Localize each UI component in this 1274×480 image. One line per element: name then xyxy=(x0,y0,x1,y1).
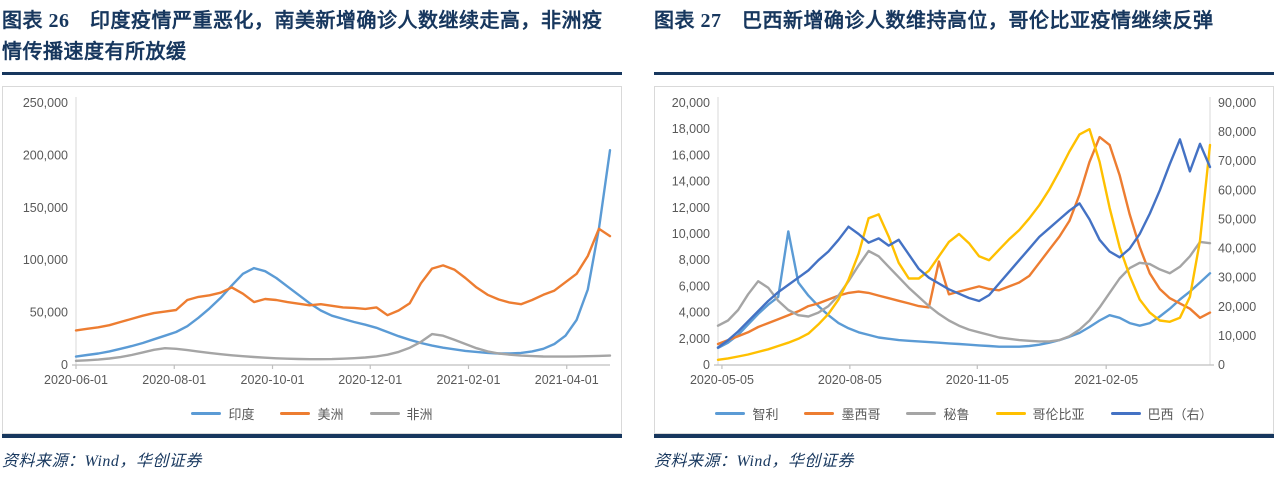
y-axis-right-tick-label: 30,000 xyxy=(1218,271,1256,285)
y-axis-right-tick-label: 60,000 xyxy=(1218,183,1256,197)
y-axis-left-tick-label: 4,000 xyxy=(679,306,710,320)
legend-label: 美洲 xyxy=(317,407,344,422)
y-axis-right-tick-label: 80,000 xyxy=(1218,125,1256,139)
legend-item: 非洲 xyxy=(369,404,433,423)
y-axis-left-tick-label: 18,000 xyxy=(672,122,710,136)
figure-26-bottom-rule xyxy=(2,434,622,438)
figure-27-source: 资料来源：Wind，华创证券 xyxy=(654,453,854,470)
figure-27-bottom-rule xyxy=(654,434,1274,438)
y-axis-left-tick-label: 200,000 xyxy=(23,148,68,162)
figure-26-column: 图表 26 印度疫情严重恶化，南美新增确诊人数继续走高，非洲疫情传播速度有所放缓… xyxy=(2,6,622,471)
legend-label: 印度 xyxy=(228,407,255,422)
legend-label: 秘鲁 xyxy=(943,407,970,422)
legend-item: 墨西哥 xyxy=(804,404,880,423)
figure-27-plot: 0 2,000 4,000 6,000 8,000 10,000 12,000 14,000 1… xyxy=(672,96,1257,387)
legend-item: 美洲 xyxy=(280,404,344,423)
figure-27-title: 图表 27 巴西新增确诊人数维持高位，哥伦比亚疫情继续反弹 xyxy=(654,10,1214,32)
x-axis-tick-label: 2020-06-01 xyxy=(44,373,108,387)
figure-27-legend: 智利 墨西哥 秘鲁 哥伦比亚 巴西（右） xyxy=(655,401,1273,433)
y-axis-left-tick-label: 100,000 xyxy=(23,253,68,267)
series-line-墨西哥 xyxy=(716,135,1212,346)
legend-item: 哥伦比亚 xyxy=(995,404,1085,423)
y-axis-left-tick-label: 16,000 xyxy=(672,148,710,162)
series-line-美洲 xyxy=(74,227,612,332)
x-axis-tick-label: 2020-10-01 xyxy=(241,373,305,387)
y-axis-left-tick-label: 2,000 xyxy=(679,332,710,346)
legend-line-swatch xyxy=(715,411,746,416)
figure-27-column: 图表 27 巴西新增确诊人数维持高位，哥伦比亚疫情继续反弹 0 2,000 4,00… xyxy=(654,6,1274,471)
legend-line-swatch xyxy=(804,411,835,416)
x-axis-tick-label: 2021-04-01 xyxy=(535,373,599,387)
y-axis-right-tick-label: 10,000 xyxy=(1218,329,1256,343)
legend-line-swatch xyxy=(1110,411,1141,416)
figure-26-title: 图表 26 印度疫情严重恶化，南美新增确诊人数继续走高，非洲疫情传播速度有所放缓 xyxy=(2,10,603,63)
x-axis-tick-label: 2020-12-01 xyxy=(338,373,402,387)
series-line-哥伦比亚 xyxy=(716,128,1212,361)
figure-26-source: 资料来源：Wind，华创证券 xyxy=(2,453,202,470)
y-axis-left-tick-label: 0 xyxy=(61,358,68,372)
y-axis-left-tick-label: 12,000 xyxy=(672,201,710,215)
figure-26-title-rule xyxy=(2,72,622,75)
x-axis-tick-label: 2020-05-05 xyxy=(690,373,754,387)
legend-item: 秘鲁 xyxy=(906,404,970,423)
figure-26-plot: 0 50,000 100,000 150,000 200,000 250,000 2020-… xyxy=(23,96,612,387)
y-axis-left-tick-label: 8,000 xyxy=(679,253,710,267)
y-axis-right-tick-label: 90,000 xyxy=(1218,96,1256,110)
y-axis-left-tick-label: 20,000 xyxy=(672,96,710,110)
x-axis-tick-label: 2020-08-05 xyxy=(818,373,882,387)
figure-26-chart: 0 50,000 100,000 150,000 200,000 250,000 2020-… xyxy=(2,86,622,434)
y-axis-left-tick-label: 0 xyxy=(703,358,710,372)
x-axis-tick-label: 2021-02-01 xyxy=(437,373,501,387)
series-line-智利 xyxy=(716,230,1212,350)
figure-26-legend: 印度 美洲 非洲 xyxy=(3,401,621,433)
y-axis-right-tick-label: 0 xyxy=(1218,358,1225,372)
legend-label: 哥伦比亚 xyxy=(1032,407,1085,422)
x-axis-tick-label: 2020-11-05 xyxy=(946,373,1009,387)
series-line-印度 xyxy=(74,149,612,358)
legend-line-swatch xyxy=(191,411,222,416)
figure-27-chart: 0 2,000 4,000 6,000 8,000 10,000 12,000 14,000 1… xyxy=(654,86,1274,434)
y-axis-left-tick-label: 10,000 xyxy=(672,227,710,241)
legend-line-swatch xyxy=(995,411,1026,416)
y-axis-left-tick-label: 250,000 xyxy=(23,96,68,110)
y-axis-right-tick-label: 40,000 xyxy=(1218,242,1256,256)
y-axis-left-tick-label: 14,000 xyxy=(672,175,710,189)
y-axis-left-tick-label: 50,000 xyxy=(30,306,68,320)
legend-label: 非洲 xyxy=(406,407,433,422)
legend-label: 墨西哥 xyxy=(841,407,881,422)
y-axis-right-tick-label: 50,000 xyxy=(1218,212,1256,226)
x-axis-tick-label: 2020-08-01 xyxy=(142,373,206,387)
series-line-巴西（右） xyxy=(716,138,1212,349)
y-axis-left-tick-label: 150,000 xyxy=(23,201,68,215)
y-axis-right-tick-label: 70,000 xyxy=(1218,154,1256,168)
legend-line-swatch xyxy=(280,411,311,416)
x-axis-tick-label: 2021-02-05 xyxy=(1074,373,1138,387)
legend-item: 印度 xyxy=(191,404,254,423)
y-axis-left-tick-label: 6,000 xyxy=(679,279,710,293)
y-axis-right-tick-label: 20,000 xyxy=(1218,300,1256,314)
series-line-非洲 xyxy=(74,332,612,362)
legend-item: 巴西（右） xyxy=(1110,404,1213,423)
legend-line-swatch xyxy=(369,411,400,416)
legend-item: 智利 xyxy=(715,404,778,423)
legend-label: 智利 xyxy=(752,407,779,422)
figure-27-title-rule xyxy=(654,72,1274,75)
legend-label: 巴西（右） xyxy=(1147,407,1213,422)
legend-line-swatch xyxy=(906,411,937,416)
